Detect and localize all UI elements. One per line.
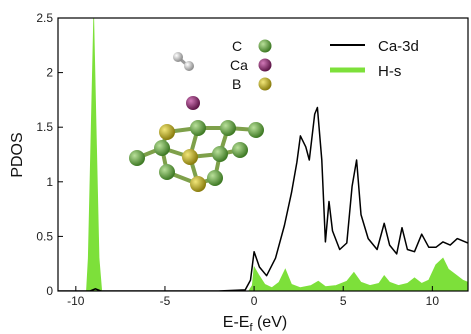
series-layer	[58, 18, 468, 291]
h-atom	[173, 52, 183, 62]
legend: Ca-3d H-s	[330, 38, 419, 80]
c-atom	[154, 140, 170, 156]
c-atom	[190, 120, 206, 136]
atom-legend-dot-ca	[258, 58, 272, 72]
y-tick-label: 2	[46, 66, 53, 80]
y-tick-label: 0	[46, 284, 53, 298]
y-tick-label: 1	[46, 175, 53, 189]
b-atom	[159, 124, 175, 140]
x-tick-label: -10	[67, 294, 85, 308]
inset-molecule: C Ca B	[129, 38, 272, 192]
y-axis-ticks: 0 0.5 1 1.5 2 2.5	[36, 11, 63, 298]
c-atom	[212, 146, 228, 162]
x-tick-label: 5	[340, 294, 347, 308]
x-tick-label: -5	[160, 294, 171, 308]
h2-molecule	[173, 52, 194, 71]
c-atom	[129, 150, 145, 166]
series-h-s-area	[58, 18, 468, 291]
y-tick-label: 0.5	[36, 229, 53, 243]
y-tick-label: 1.5	[36, 120, 53, 134]
x-axis-ticks: -10 -5 0 5 10	[67, 286, 439, 308]
c-atom	[248, 122, 264, 138]
atom-legend: C Ca B	[230, 38, 272, 92]
legend-label-h-s: H-s	[378, 63, 401, 80]
x-axis-label-main: E-E	[223, 314, 250, 331]
c-atom	[159, 164, 175, 180]
y-axis-label: PDOS	[9, 132, 26, 177]
legend-label-ca-3d: Ca-3d	[378, 38, 419, 55]
ca-atom	[186, 96, 200, 110]
h-atom	[184, 61, 194, 71]
c-atom	[207, 170, 223, 186]
x-tick-label: 10	[426, 294, 440, 308]
c-atom	[232, 142, 248, 158]
atom-legend-dot-b	[258, 77, 272, 91]
atom-legend-label-b: B	[232, 76, 241, 92]
atom-legend-label-c: C	[232, 38, 242, 54]
b-atom	[190, 176, 206, 192]
x-axis-label-subscript: f	[249, 322, 253, 334]
b-atom	[182, 149, 198, 165]
y-tick-label: 2.5	[36, 11, 53, 25]
c-atom	[220, 120, 236, 136]
x-axis-label-unit: (eV)	[253, 314, 288, 331]
x-axis-label: E-Ef (eV)	[223, 314, 287, 334]
series-ca-3d-line	[58, 106, 468, 291]
x-tick-label: 0	[251, 294, 258, 308]
atom-legend-dot-c	[258, 39, 272, 53]
plot-frame	[57, 17, 469, 292]
atom-legend-label-ca: Ca	[230, 57, 248, 73]
